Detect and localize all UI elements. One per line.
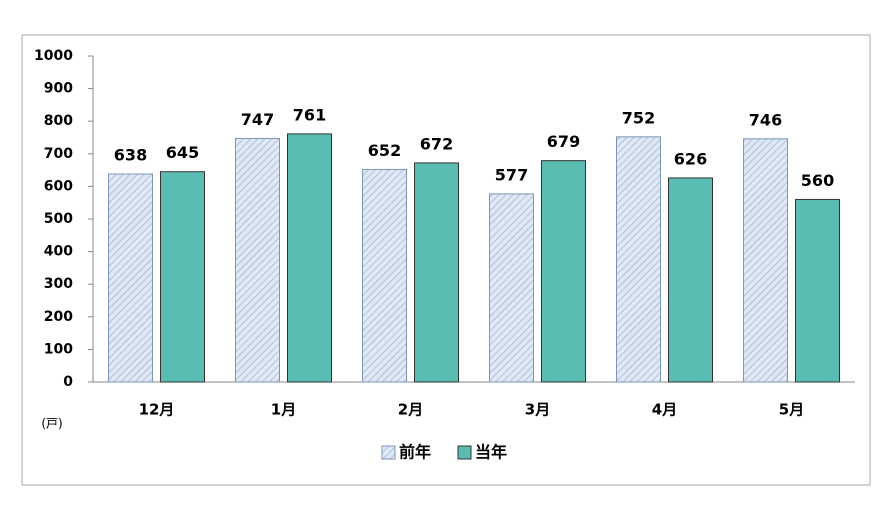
y-tick-label: 600	[44, 178, 73, 194]
bar	[795, 198, 840, 383]
x-tick-label: 3月	[525, 401, 550, 419]
bar	[235, 137, 280, 383]
x-tick-label: 5月	[779, 401, 804, 419]
bar	[108, 173, 153, 383]
y-tick-label: 900	[44, 81, 73, 97]
bar	[743, 138, 788, 383]
bar	[160, 171, 205, 383]
x-tick-label: 2月	[398, 401, 423, 419]
value-label: 747	[241, 110, 274, 129]
y-tick-label: 0	[63, 374, 73, 390]
legend-label: 前年	[399, 443, 431, 462]
y-tick-label: 700	[44, 146, 73, 162]
bar	[616, 136, 661, 383]
y-tick-label: 200	[44, 309, 73, 325]
value-label: 761	[293, 105, 326, 124]
y-tick-label: 400	[44, 244, 73, 260]
y-tick-label: 100	[44, 341, 73, 357]
legend-swatch	[381, 445, 396, 460]
value-label: 672	[420, 134, 453, 153]
x-tick-label: 12月	[139, 401, 175, 419]
y-tick-label: 300	[44, 276, 73, 292]
value-label: 645	[166, 143, 199, 162]
value-label: 679	[547, 132, 580, 151]
bar	[414, 162, 459, 383]
value-label: 577	[495, 165, 528, 184]
y-tick-label: 1000	[34, 48, 73, 64]
bar	[541, 160, 586, 383]
bar	[287, 133, 332, 383]
value-label: 560	[801, 171, 834, 190]
legend-label: 当年	[475, 443, 507, 462]
x-tick-label: 1月	[271, 401, 296, 419]
y-axis-label: (戸)	[41, 417, 62, 431]
y-tick-label: 500	[44, 211, 73, 227]
value-label: 638	[114, 146, 147, 165]
value-label: 626	[674, 149, 707, 168]
x-tick-label: 4月	[652, 401, 677, 419]
bar	[362, 168, 407, 383]
legend-swatch	[457, 445, 472, 460]
value-label: 652	[368, 141, 401, 160]
y-tick-label: 800	[44, 113, 73, 129]
bar	[668, 177, 713, 383]
value-label: 752	[622, 108, 655, 127]
value-label: 746	[749, 110, 782, 129]
bar	[489, 193, 534, 383]
